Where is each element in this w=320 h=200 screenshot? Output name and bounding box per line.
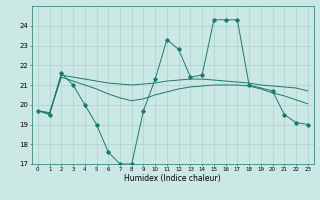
X-axis label: Humidex (Indice chaleur): Humidex (Indice chaleur) [124, 174, 221, 183]
